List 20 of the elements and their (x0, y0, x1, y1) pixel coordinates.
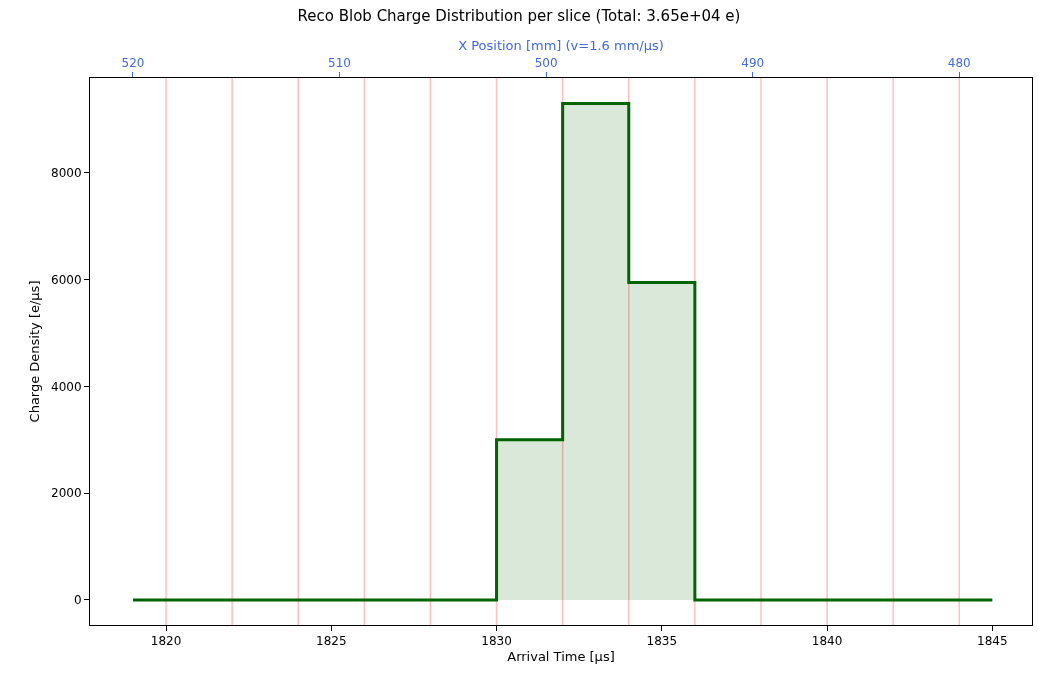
x2-tick-label: 510 (328, 56, 351, 71)
x2-tick-label: 520 (121, 56, 145, 71)
y-tick-label: 0 (73, 593, 82, 608)
x2-tick-label: 480 (947, 56, 971, 71)
x-axis-title: Arrival Time [μs] (507, 649, 615, 664)
x-tick-label: 1835 (646, 634, 678, 649)
x2-tick-label: 500 (534, 56, 558, 71)
y-tick-label: 6000 (51, 272, 82, 287)
x-tick-label: 1825 (316, 634, 347, 649)
y-tick-label: 4000 (51, 379, 82, 394)
x2-tick-label: 490 (741, 56, 765, 71)
x-tick-label: 1840 (811, 634, 843, 649)
x-tick-label: 1830 (481, 634, 512, 649)
y-axis-title: Charge Density [e/μs] (27, 280, 42, 423)
x-tick-label: 1820 (150, 634, 182, 649)
x-tick-label: 1845 (977, 634, 1008, 649)
x2-axis-title: X Position [mm] (v=1.6 mm/μs) (458, 38, 664, 54)
y-tick-label: 2000 (51, 486, 82, 501)
chart-title: Reco Blob Charge Distribution per slice (Total: 3.65e+04 e) (297, 6, 741, 25)
y-tick-label: 8000 (51, 166, 82, 181)
